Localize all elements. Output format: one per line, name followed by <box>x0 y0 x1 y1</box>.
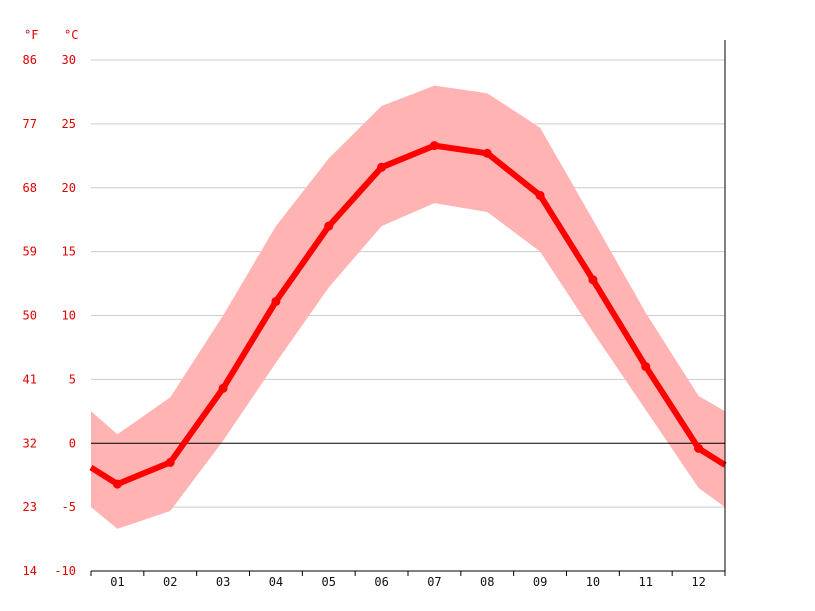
data-point <box>218 383 228 393</box>
y-tick-label-celsius: 25 <box>62 117 76 131</box>
data-point <box>641 362 651 372</box>
y-tick-label-fahrenheit: 41 <box>23 372 37 386</box>
x-tick-label: 12 <box>691 575 705 589</box>
y-tick-label-celsius: 5 <box>69 372 76 386</box>
y-tick-label-celsius: -5 <box>62 500 76 514</box>
unit-label-celsius: °C <box>64 28 78 42</box>
data-point <box>535 190 545 200</box>
x-tick-label: 08 <box>480 575 494 589</box>
data-point <box>588 275 598 285</box>
y-tick-label-fahrenheit: 86 <box>23 53 37 67</box>
axes <box>90 40 726 576</box>
range-band-area <box>91 85 725 529</box>
y-tick-label-celsius: -10 <box>54 564 76 578</box>
y-tick-label-fahrenheit: 68 <box>23 181 37 195</box>
data-point <box>694 443 704 453</box>
y-tick-label-celsius: 0 <box>69 436 76 450</box>
average-temperature-series <box>89 141 727 489</box>
x-tick-label: 11 <box>639 575 653 589</box>
y-tick-label-celsius: 30 <box>62 53 76 67</box>
x-tick-label: 04 <box>269 575 283 589</box>
y-tick-label-fahrenheit: 59 <box>23 245 37 259</box>
data-point <box>482 148 492 158</box>
data-point <box>271 296 281 306</box>
data-point <box>324 221 334 231</box>
x-tick-label: 10 <box>586 575 600 589</box>
axis-labels: °F °C -10 14 -5 23 0 32 5 41 10 50 15 59 20 68 25 77 30 8… <box>23 28 706 589</box>
average-line <box>89 142 727 488</box>
y-tick-label-fahrenheit: 32 <box>23 436 37 450</box>
y-tick-label-fahrenheit: 14 <box>23 564 37 578</box>
data-point <box>377 162 387 172</box>
x-tick-label: 05 <box>322 575 336 589</box>
y-tick-label-fahrenheit: 77 <box>23 117 37 131</box>
y-tick-label-celsius: 15 <box>62 245 76 259</box>
data-point <box>112 479 122 489</box>
unit-label-fahrenheit: °F <box>24 28 38 42</box>
x-tick-label: 07 <box>427 575 441 589</box>
x-tick-label: 09 <box>533 575 547 589</box>
y-tick-label-celsius: 20 <box>62 181 76 195</box>
data-point <box>429 141 439 151</box>
temperature-range-band <box>91 85 725 529</box>
x-tick-label: 01 <box>110 575 124 589</box>
y-tick-label-celsius: 10 <box>62 309 76 323</box>
y-tick-label-fahrenheit: 23 <box>23 500 37 514</box>
y-tick-label-fahrenheit: 50 <box>23 309 37 323</box>
x-tick-label: 03 <box>216 575 230 589</box>
x-tick-label: 02 <box>163 575 177 589</box>
x-tick-label: 06 <box>374 575 388 589</box>
data-point <box>165 457 175 467</box>
